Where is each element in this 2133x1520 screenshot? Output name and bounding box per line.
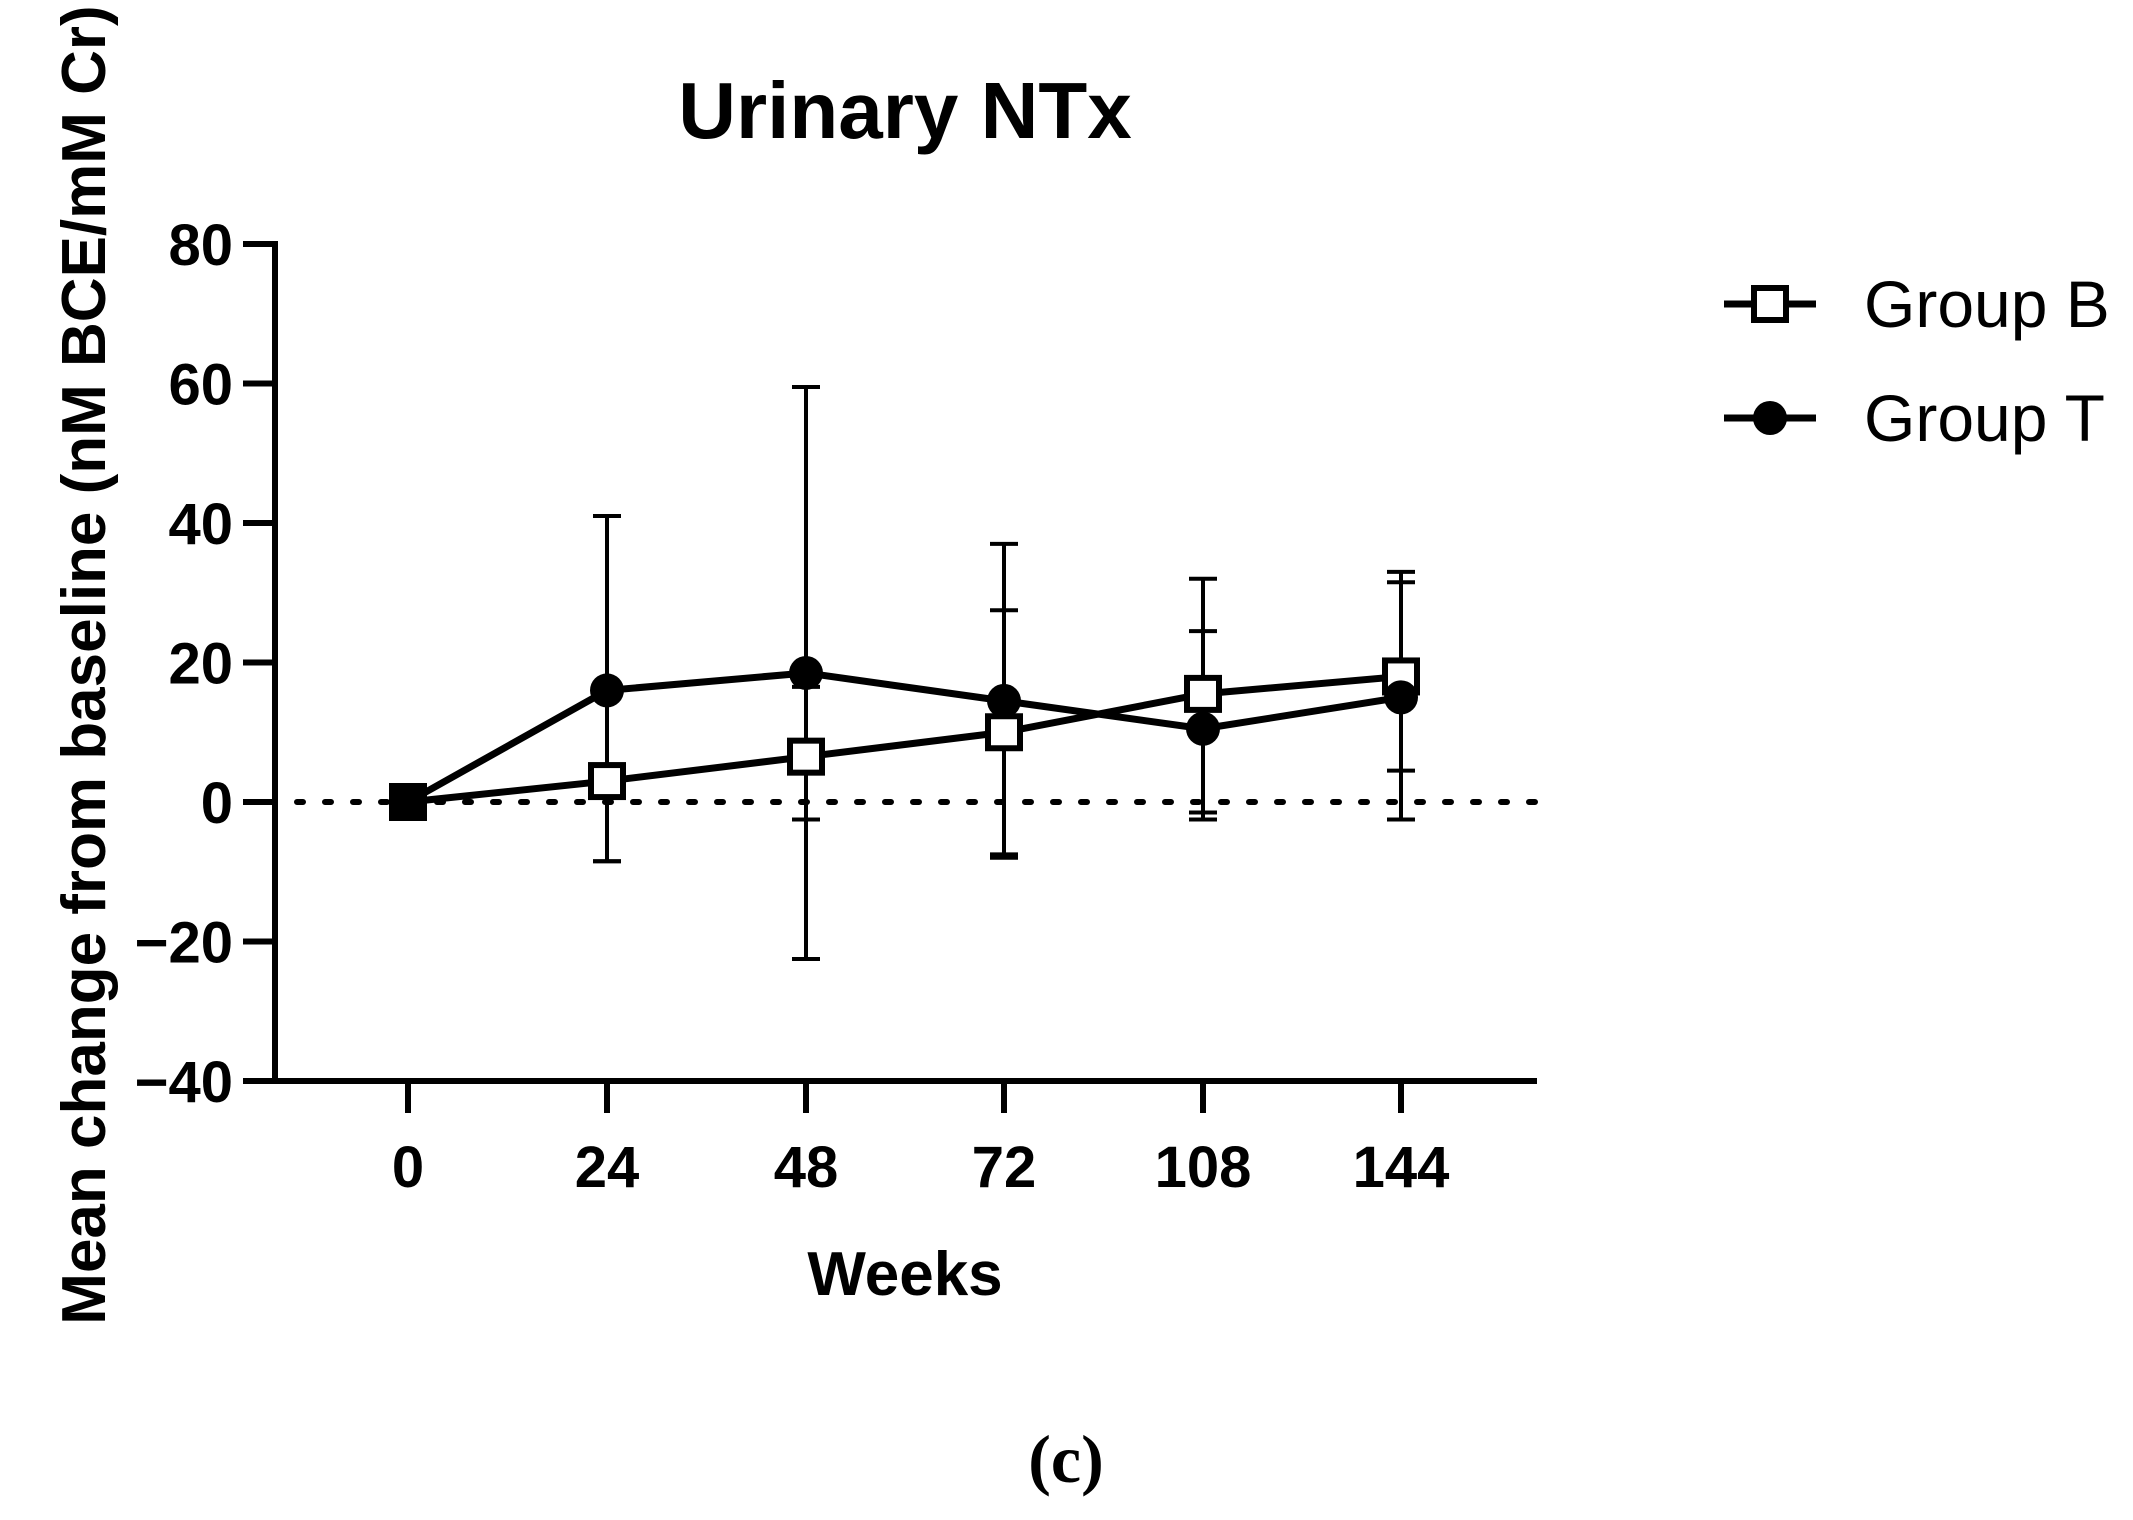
data-point-group-b bbox=[787, 737, 825, 776]
data-point-group-t bbox=[1384, 680, 1418, 715]
legend-marker-group-t bbox=[1753, 401, 1787, 435]
y-axis-label: Mean change from baseline (nM BCE/mM Cr) bbox=[50, 5, 119, 1324]
series-line bbox=[407, 672, 1402, 806]
y-tick-label: 60 bbox=[168, 353, 233, 418]
data-point-group-t bbox=[1186, 711, 1220, 746]
y-tick-label: 0 bbox=[201, 771, 233, 836]
legend-marker-group-b bbox=[1751, 285, 1789, 323]
data-point-group-t bbox=[789, 655, 823, 690]
legend: Group B Group T bbox=[1724, 267, 2110, 455]
x-tick-label: 144 bbox=[1353, 1135, 1450, 1200]
data-point-group-t bbox=[590, 673, 624, 708]
series-line bbox=[406, 669, 1402, 806]
x-tick-label: 0 bbox=[392, 1135, 424, 1200]
y-tick-label: 80 bbox=[168, 213, 233, 278]
y-tick-label: −40 bbox=[135, 1050, 233, 1115]
data-point-group-t bbox=[987, 683, 1021, 718]
chart-title: Urinary NTx bbox=[678, 66, 1131, 155]
data-point-baseline bbox=[389, 783, 427, 821]
plot-area: −40 −20 0 20 40 60 80 0 24 48 72 108 144 bbox=[135, 213, 1540, 1200]
legend-item-group-b: Group B bbox=[1724, 267, 2110, 341]
x-axis-label: Weeks bbox=[807, 1240, 1002, 1309]
data-point-group-b bbox=[1184, 674, 1222, 713]
x-tick-label: 108 bbox=[1155, 1135, 1252, 1200]
legend-label: Group T bbox=[1864, 381, 2105, 455]
x-tick-label: 24 bbox=[575, 1135, 640, 1200]
y-tick-label: −20 bbox=[135, 911, 233, 976]
x-tick-label: 48 bbox=[774, 1135, 839, 1200]
y-tick-label: 40 bbox=[168, 492, 233, 557]
legend-item-group-t: Group T bbox=[1724, 381, 2105, 455]
x-tick-label: 72 bbox=[972, 1135, 1037, 1200]
y-tick-label: 20 bbox=[168, 632, 233, 697]
data-point-group-b bbox=[985, 713, 1023, 752]
legend-label: Group B bbox=[1864, 267, 2110, 341]
panel-label: (c) bbox=[1028, 1421, 1103, 1497]
data-point-group-b bbox=[588, 762, 626, 801]
series-group-t bbox=[406, 384, 1415, 961]
